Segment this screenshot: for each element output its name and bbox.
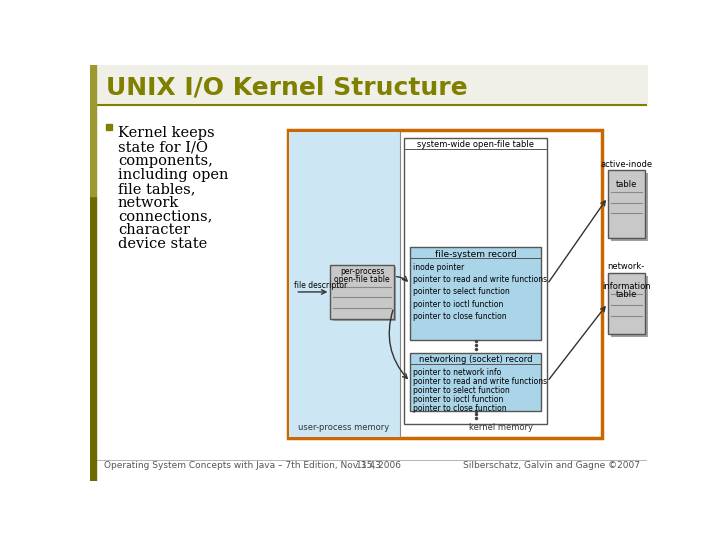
Bar bbox=[333, 267, 396, 321]
Text: pointer to read and write functions: pointer to read and write functions bbox=[413, 377, 547, 386]
Bar bbox=[96, 65, 648, 103]
Text: 13.43: 13.43 bbox=[356, 462, 382, 470]
Text: connections,: connections, bbox=[118, 210, 212, 224]
Text: information: information bbox=[602, 282, 651, 291]
Text: pointer to select function: pointer to select function bbox=[413, 386, 510, 395]
Text: file descriptor: file descriptor bbox=[294, 281, 347, 291]
Bar bbox=[611, 173, 648, 241]
Text: per-process: per-process bbox=[340, 267, 384, 276]
Text: Silberschatz, Galvin and Gagne ©2007: Silberschatz, Galvin and Gagne ©2007 bbox=[463, 462, 640, 470]
Text: active-inode: active-inode bbox=[600, 160, 652, 168]
Text: file tables,: file tables, bbox=[118, 182, 195, 196]
Text: including open: including open bbox=[118, 168, 228, 182]
Text: character: character bbox=[118, 224, 190, 238]
Text: open-file table: open-file table bbox=[334, 275, 390, 284]
Text: components,: components, bbox=[118, 154, 213, 168]
Text: table: table bbox=[616, 179, 637, 188]
Text: networking (socket) record: networking (socket) record bbox=[419, 355, 532, 364]
Bar bbox=[106, 124, 112, 130]
Bar bbox=[90, 195, 96, 481]
Text: pointer to network info: pointer to network info bbox=[413, 368, 501, 377]
Text: pointer to close function: pointer to close function bbox=[413, 403, 507, 413]
Text: pointer to close function: pointer to close function bbox=[413, 312, 507, 321]
Text: UNIX I/O Kernel Structure: UNIX I/O Kernel Structure bbox=[106, 76, 467, 99]
Bar bbox=[404, 138, 547, 424]
Text: state for I/O: state for I/O bbox=[118, 140, 208, 154]
Text: file-system record: file-system record bbox=[435, 249, 516, 259]
Bar bbox=[410, 353, 541, 410]
Text: pointer to ioctl function: pointer to ioctl function bbox=[413, 300, 503, 309]
Text: Operating System Concepts with Java – 7th Edition, Nov 15, 2006: Operating System Concepts with Java – 7t… bbox=[104, 462, 401, 470]
Bar bbox=[608, 273, 645, 334]
Text: device state: device state bbox=[118, 237, 207, 251]
Bar bbox=[90, 65, 96, 195]
Text: network: network bbox=[118, 195, 179, 210]
Bar bbox=[608, 170, 645, 238]
Text: Kernel keeps: Kernel keeps bbox=[118, 126, 215, 140]
Bar bbox=[330, 265, 394, 319]
Text: pointer to select function: pointer to select function bbox=[413, 287, 510, 296]
Text: user-process memory: user-process memory bbox=[298, 423, 390, 432]
Text: kernel memory: kernel memory bbox=[469, 423, 533, 432]
Text: inode pointer: inode pointer bbox=[413, 262, 464, 272]
Text: network-: network- bbox=[608, 262, 645, 271]
Bar bbox=[287, 130, 601, 438]
Text: pointer to read and write functions: pointer to read and write functions bbox=[413, 275, 547, 284]
Bar bbox=[289, 132, 400, 437]
Text: table: table bbox=[616, 289, 637, 299]
Bar bbox=[410, 247, 541, 340]
Text: system-wide open-file table: system-wide open-file table bbox=[417, 140, 534, 149]
Text: pointer to ioctl function: pointer to ioctl function bbox=[413, 395, 503, 404]
Bar bbox=[611, 276, 648, 338]
